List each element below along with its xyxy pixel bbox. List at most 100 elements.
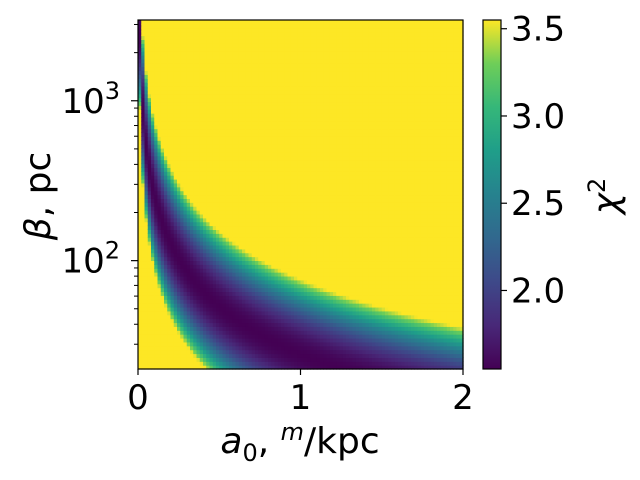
heatmap-cell [300, 116, 305, 122]
heatmap-cell [144, 163, 149, 168]
heatmap-cell [164, 31, 168, 37]
heatmap-cell [160, 43, 165, 48]
heatmap-cell [303, 182, 308, 188]
heatmap-cell [196, 334, 201, 339]
heatmap-cell [164, 337, 168, 343]
heatmap-cell [177, 39, 181, 44]
heatmap-cell [235, 147, 240, 153]
heatmap-cell [177, 171, 181, 176]
heatmap-cell [157, 136, 162, 141]
heatmap-cell [180, 20, 185, 25]
heatmap-cell [154, 194, 159, 199]
heatmap-cell [287, 155, 292, 161]
heatmap-cell [225, 109, 230, 114]
heatmap-cell [164, 345, 168, 351]
heatmap-cell [203, 241, 207, 246]
heatmap-cell [287, 109, 292, 114]
heatmap-cell [167, 155, 172, 161]
heatmap-cell [186, 89, 191, 95]
heatmap-cell [190, 206, 194, 211]
heatmap-cell [196, 89, 201, 95]
heatmap-cell [144, 89, 149, 95]
heatmap-cell [274, 58, 279, 64]
heatmap-cell [242, 47, 246, 52]
heatmap-cell [180, 213, 185, 219]
heatmap-cell [154, 128, 159, 134]
heatmap-cell [154, 318, 159, 324]
heatmap-cell [216, 314, 220, 320]
heatmap-cell [170, 295, 175, 300]
heatmap-cell [248, 186, 253, 192]
heatmap-cell [248, 279, 253, 285]
heatmap-cell [225, 23, 230, 29]
heatmap-cell [229, 74, 233, 79]
heatmap-cell [206, 120, 211, 126]
heatmap-cell [277, 291, 282, 296]
heatmap-cell [196, 175, 201, 180]
heatmap-cell [248, 217, 253, 223]
heatmap-cell [190, 217, 194, 223]
heatmap-cell [248, 85, 253, 91]
heatmap-cell [281, 260, 285, 265]
heatmap-cell [144, 109, 149, 114]
heatmap-cell [242, 213, 246, 219]
heatmap-cell [290, 217, 295, 223]
heatmap-cell [251, 303, 256, 308]
heatmap-cell [248, 295, 253, 300]
heatmap-cell [255, 54, 259, 60]
heatmap-cell [287, 51, 292, 56]
heatmap-cell [229, 314, 233, 320]
heatmap-cell [206, 43, 211, 48]
heatmap-cell [242, 136, 246, 141]
heatmap-cell [255, 178, 259, 184]
heatmap-cell [248, 260, 253, 265]
heatmap-cell [238, 190, 243, 196]
heatmap-cell [274, 89, 279, 95]
heatmap-cell [154, 283, 159, 289]
heatmap-cell [193, 27, 198, 33]
heatmap-cell [203, 120, 207, 126]
heatmap-cell [225, 365, 230, 370]
heatmap-cell [255, 326, 259, 331]
heatmap-cell [173, 361, 178, 366]
heatmap-cell [225, 190, 230, 196]
heatmap-cell [147, 314, 152, 320]
heatmap-cell [222, 70, 227, 75]
heatmap-cell [147, 365, 152, 370]
heatmap-cell [170, 182, 175, 188]
heatmap-cell [190, 260, 194, 265]
heatmap-cell [287, 349, 292, 355]
heatmap-cell [199, 116, 204, 122]
heatmap-cell [157, 221, 162, 227]
heatmap-cell [303, 326, 308, 331]
heatmap-cell [199, 23, 204, 29]
heatmap-cell [297, 159, 302, 165]
heatmap-cell [219, 171, 224, 176]
heatmap-cell [274, 23, 279, 29]
heatmap-cell [235, 39, 240, 44]
heatmap-cell [147, 326, 152, 331]
heatmap-cell [209, 229, 214, 234]
heatmap-cell [274, 105, 279, 110]
heatmap-cell [196, 136, 201, 141]
heatmap-cell [164, 264, 168, 269]
heatmap-cell [284, 171, 289, 176]
heatmap-cell [154, 268, 159, 273]
heatmap-cell [245, 248, 250, 254]
heatmap-cell [219, 322, 224, 327]
heatmap-cell [297, 47, 302, 52]
heatmap-cell [186, 198, 191, 203]
heatmap-cell [255, 66, 259, 72]
heatmap-cell [261, 113, 266, 118]
heatmap-cell [242, 303, 246, 308]
heatmap-cell [232, 237, 237, 242]
heatmap-cell [281, 334, 285, 339]
heatmap-cell [235, 252, 240, 258]
heatmap-cell [164, 66, 168, 72]
heatmap-cell [190, 105, 194, 110]
heatmap-cell [216, 260, 220, 265]
heatmap-cell [261, 182, 266, 188]
heatmap-cell [216, 128, 220, 134]
heatmap-cell [222, 206, 227, 211]
heatmap-cell [294, 272, 298, 277]
